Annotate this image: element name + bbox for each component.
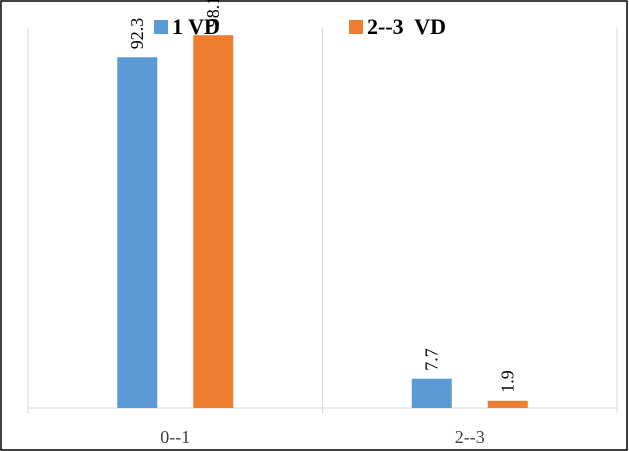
bar-2--3-series-1 [411,378,452,408]
data-label-layer: 92.3 98.1 7.7 1.9 [127,0,518,393]
data-label: 98.1 [203,0,223,27]
x-axis-tick-layer: 0--1 2--3 [160,427,485,447]
bar-layer [117,35,528,408]
bar-0--1-series-1 [117,57,158,408]
data-label: 1.9 [498,370,518,393]
x-tick-label: 2--3 [455,427,485,447]
legend-swatch-series-2 [349,20,363,34]
bar-0--1-series-2 [193,35,234,408]
legend-label-series-1: 1 VD [172,14,220,39]
x-tick-label: 0--1 [160,427,190,447]
data-label: 92.3 [127,18,147,50]
bar-2--3-series-2 [487,400,528,408]
legend-label-series-2: 2--3 VD [367,14,446,39]
data-label: 7.7 [422,348,442,371]
legend-swatch-series-1 [154,20,168,34]
legend: 1 VD 2--3 VD [154,14,446,39]
